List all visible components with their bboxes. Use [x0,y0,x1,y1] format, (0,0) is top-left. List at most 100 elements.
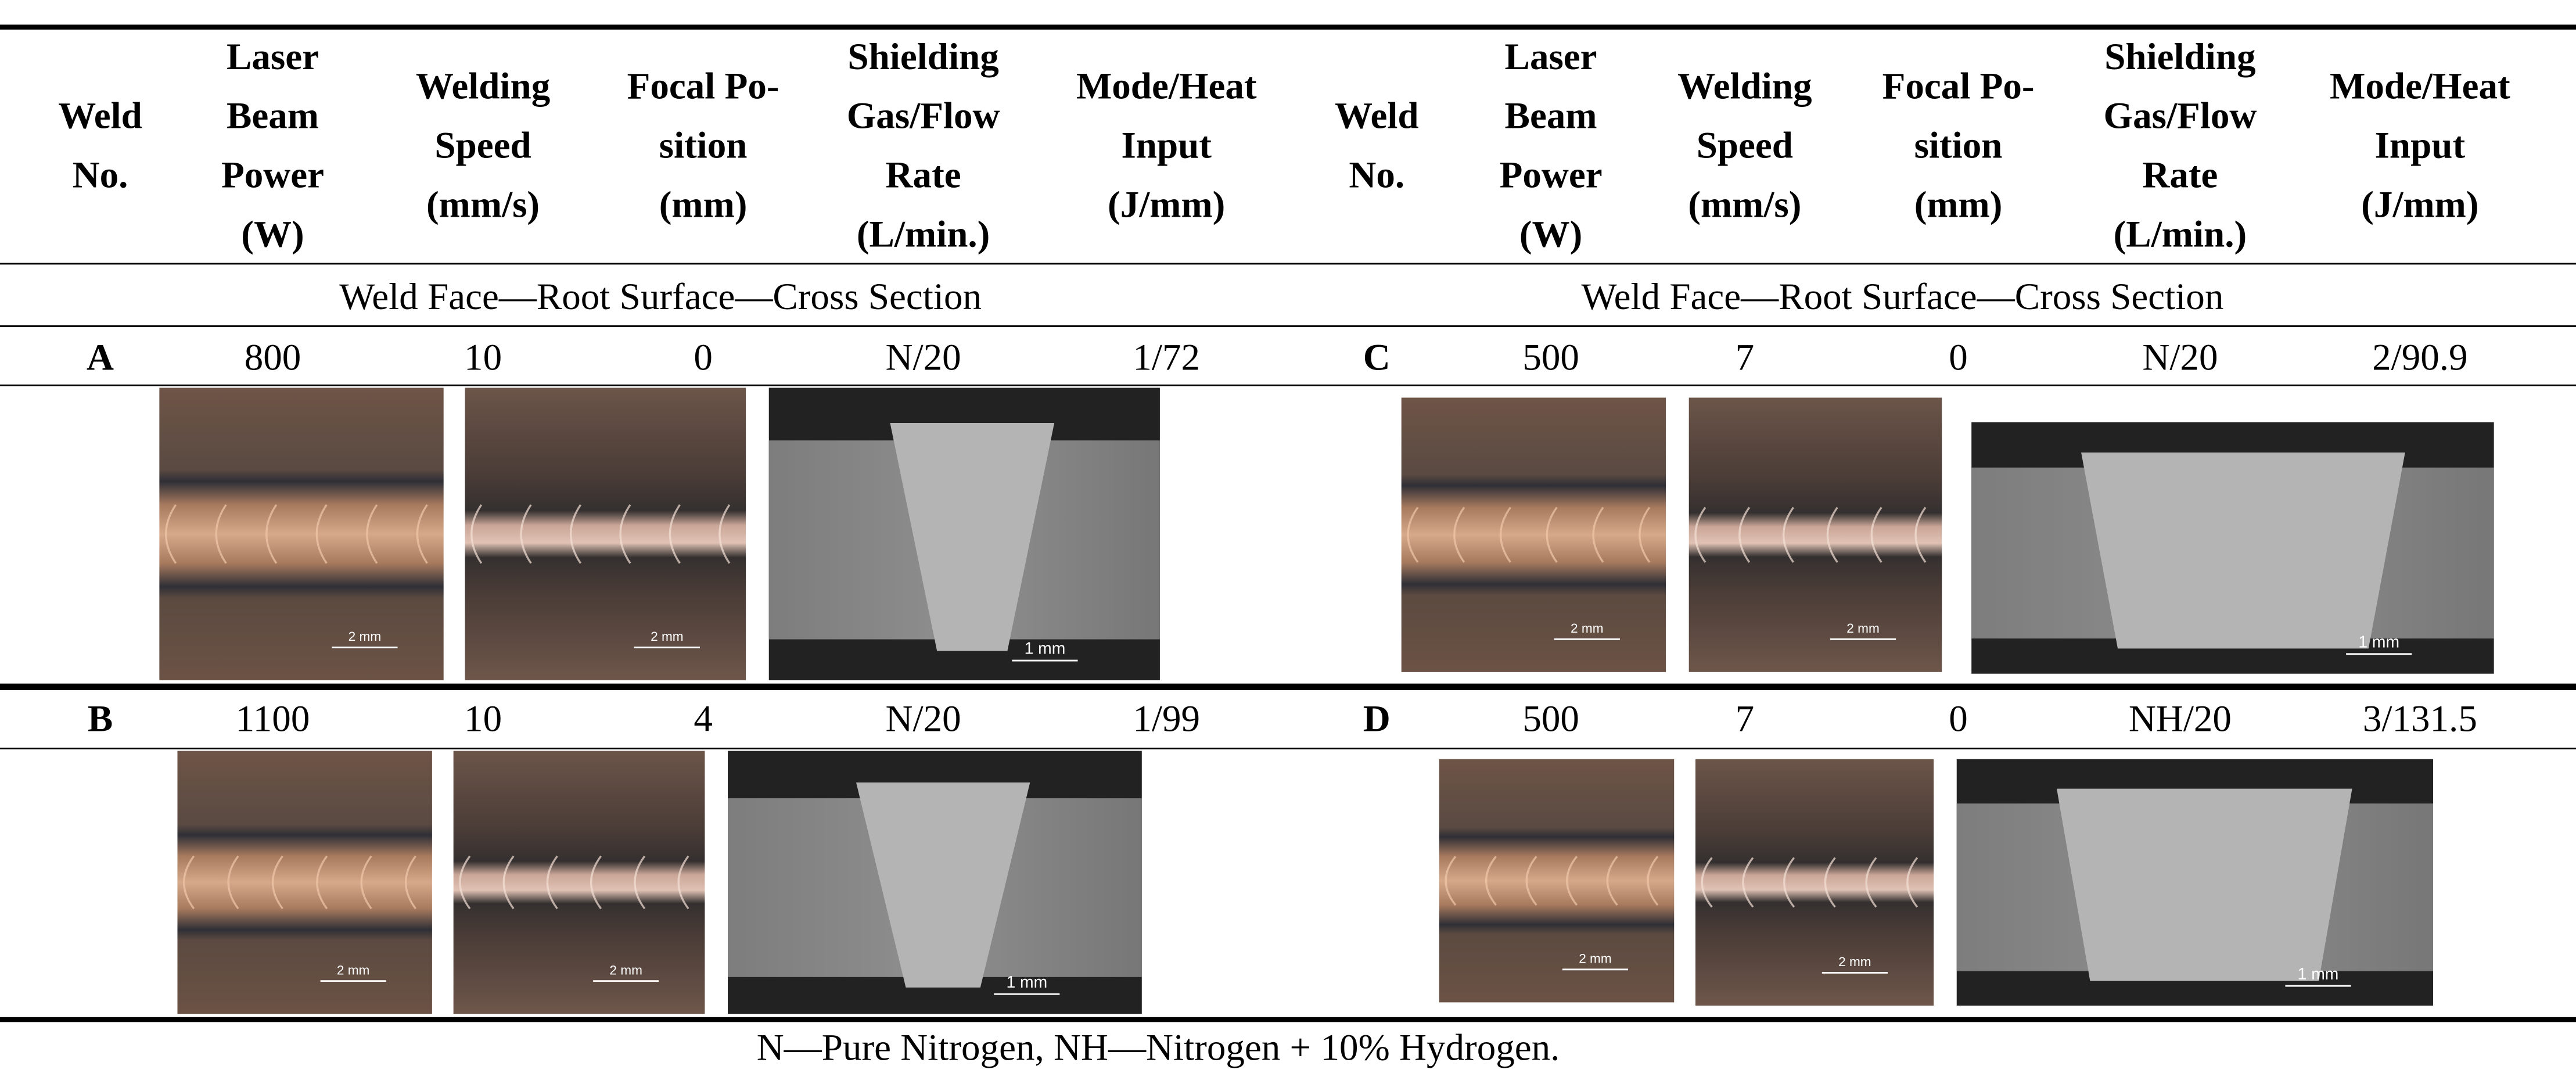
ripple [1499,507,1511,563]
ripple [520,504,532,564]
scale-label: 2 mm [651,629,684,644]
ripple [183,855,195,910]
ripple [1694,507,1706,563]
weld-parameter: N/20 [885,698,961,740]
weld-parameter: 10 [464,336,502,378]
root-surface-photo [453,751,705,1014]
ripple [1606,856,1618,906]
ripple [265,504,278,564]
weld-face-photo [177,751,432,1014]
weld-id: C [1363,336,1391,378]
rule [0,747,2576,750]
weld-parameter: 1100 [235,698,310,740]
weld-parameter: N/20 [885,336,961,378]
ripple [1566,856,1578,906]
ripple [459,855,471,910]
rule [0,263,2576,265]
weld-parameter: 0 [1949,336,1968,378]
weld-parameter: 3/131.5 [2362,698,2477,740]
scale-label: 1 mm [1025,639,1066,658]
ripple [315,504,328,564]
ripple [271,855,283,910]
weld-zone [856,782,1030,988]
ripple [1407,507,1419,563]
ripple [1906,857,1918,908]
ripple [546,855,558,910]
weld-parameter: 0 [1949,698,1968,740]
ripple [1647,856,1659,906]
column-header: Laser Beam Power (W) [221,36,325,255]
ripple [1742,857,1754,908]
scale-label: 1 mm [2298,964,2339,983]
weld-zone [2081,452,2405,649]
section-label: Weld Face—Root Surface—Cross Section [339,276,982,317]
ripple [316,855,328,910]
ripple [1783,507,1794,563]
column-header: Mode/Heat Input (J/mm) [2329,66,2510,225]
ripple [669,504,681,564]
column-header: Shielding Gas/Flow Rate (L/min.) [846,36,1000,255]
ripple [1738,507,1751,563]
rule [0,683,2576,690]
ripple [405,855,416,910]
footnote: N—Pure Nitrogen, NH—Nitrogen + 10% Hydro… [756,1027,1560,1068]
scale-label: 2 mm [1579,952,1612,966]
weld-parameter: 0 [694,336,713,378]
ripple [215,504,227,564]
weld-parameter: 1/99 [1133,698,1201,740]
scale-label: 2 mm [1838,954,1871,969]
weld-parameter: 7 [1735,336,1755,378]
ripple [677,855,689,910]
weld-parameter: 500 [1522,698,1579,740]
ripple [718,504,731,564]
ripple [1445,856,1457,906]
weld-zone [2056,788,2352,981]
ripple [1525,856,1537,906]
ripple [1870,507,1882,563]
ripple [1592,507,1604,563]
column-header: Focal Po- sition (mm) [1882,66,2035,225]
ripple [1453,507,1465,563]
ripple [1783,857,1795,908]
weld-id: A [87,336,114,378]
column-header: Laser Beam Power (W) [1499,36,1603,255]
ripple [1824,857,1836,908]
scale-label: 2 mm [337,963,370,977]
weld-parameter: 2/90.9 [2372,336,2468,378]
rule [0,24,2576,29]
column-header: Shielding Gas/Flow Rate (L/min.) [2103,36,2257,255]
weld-parameter: 500 [1522,336,1579,378]
ripple [165,504,177,564]
weld-parameter: N/20 [2142,336,2218,378]
scale-label: 2 mm [1846,621,1880,636]
column-header: Welding Speed (mm/s) [1677,66,1812,225]
weld-parameter: 800 [244,336,301,378]
weld-parameter: 10 [464,698,502,740]
ripple [1701,857,1713,908]
ripple [570,504,581,564]
ripple [634,855,646,910]
ripple [1485,856,1497,906]
section-label: Weld Face—Root Surface—Cross Section [1581,276,2224,317]
scale-label: 1 mm [2358,632,2399,651]
ripple [1826,507,1838,563]
column-header: Welding Speed (mm/s) [415,66,551,225]
scale-label: 1 mm [1006,972,1047,991]
ripple [619,504,631,564]
ripple [1865,857,1877,908]
rule [0,325,2576,328]
ripple [502,855,515,910]
weld-parameter: NH/20 [2128,698,2232,740]
weld-face-photo [1439,759,1675,1003]
column-header: Focal Po- sition (mm) [627,66,779,225]
ripple [227,855,239,910]
root-surface-photo [1688,397,1942,672]
root-surface-photo [465,387,746,680]
weld-id: B [87,698,113,740]
weld-parameter: 4 [694,698,713,740]
ripple [1639,507,1651,563]
rule [0,1017,2576,1021]
weld-face-photo [1401,397,1666,672]
